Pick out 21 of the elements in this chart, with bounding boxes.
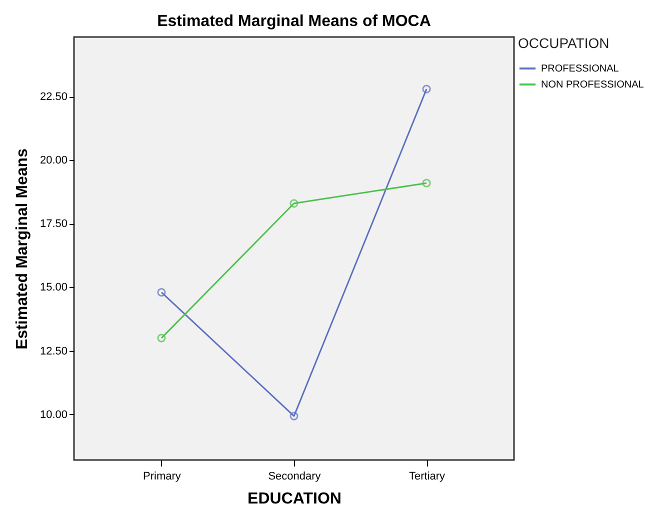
x-tick-label: Secondary — [268, 470, 322, 482]
y-tick-label: 20.00 — [40, 154, 68, 167]
point — [157, 288, 166, 297]
y-tick-label: 12.50 — [40, 345, 68, 358]
point — [422, 84, 431, 94]
point — [157, 334, 166, 342]
chart-title: Estimated Marginal Means of MOCA — [157, 13, 432, 30]
y-axis-title: Estimated Marginal Means — [14, 148, 31, 350]
legend-label: PROFESSIONAL — [541, 64, 620, 74]
x-tick-label: Primary — [143, 470, 182, 482]
y-tick-label: 17.50 — [40, 218, 68, 230]
x-tick-label: Tertiary — [409, 470, 446, 482]
x-axis-title: EDUCATION — [248, 490, 342, 508]
legend-title: OCCUPATION — [518, 35, 610, 51]
y-tick-label: 22.50 — [40, 91, 68, 104]
legend-label: NON PROFESSIONAL — [541, 80, 644, 90]
point — [290, 412, 298, 420]
point — [290, 199, 298, 208]
y-tick-label: 10.00 — [40, 408, 68, 421]
y-tick-label: 15.00 — [40, 282, 68, 294]
point — [422, 178, 431, 188]
